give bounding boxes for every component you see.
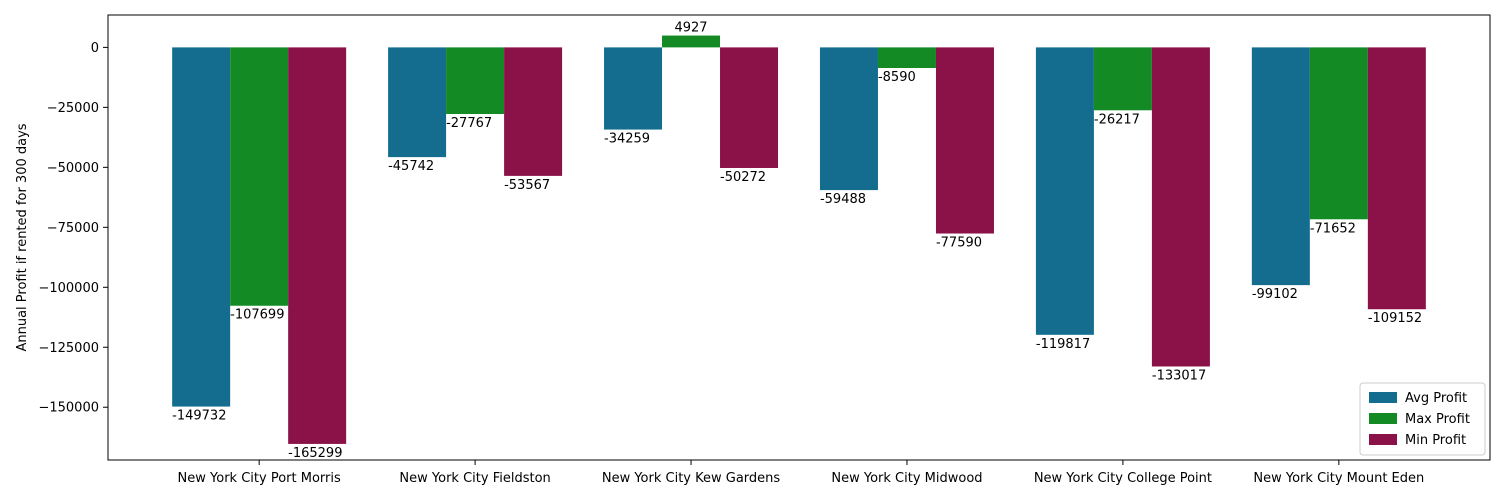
data-label-max-profit-1: -27767 [446, 116, 492, 131]
data-label-max-profit-5: -71652 [1310, 221, 1356, 236]
bar-min-profit-0 [288, 47, 347, 444]
legend-label-max-profit: Max Profit [1405, 412, 1470, 427]
legend-label-avg-profit: Avg Profit [1405, 391, 1467, 406]
x-tick-label: New York City Mount Eden [1253, 471, 1424, 486]
legend-swatch-max-profit [1369, 413, 1397, 424]
data-label-min-profit-5: -109152 [1368, 311, 1422, 326]
x-tick-label: New York City Fieldston [399, 471, 550, 486]
bar-avg-profit-0 [172, 47, 231, 407]
bar-avg-profit-1 [388, 47, 447, 158]
y-tick-label: 0 [91, 41, 99, 56]
x-tick-label: New York City Kew Gardens [602, 471, 781, 486]
bar-max-profit-0 [230, 47, 289, 306]
bar-avg-profit-3 [819, 47, 878, 191]
y-tick-label: −25000 [47, 101, 99, 116]
bar-min-profit-3 [935, 47, 994, 234]
data-label-max-profit-0: -107699 [230, 308, 284, 323]
bar-min-profit-4 [1151, 47, 1210, 367]
bar-min-profit-5 [1367, 47, 1426, 310]
x-tick-label: New York City Midwood [831, 471, 982, 486]
data-label-max-profit-3: -8590 [878, 70, 916, 85]
y-tick-label: −75000 [47, 221, 99, 236]
bars-layer [172, 35, 1426, 444]
data-label-avg-profit-3: -59488 [820, 192, 866, 207]
y-axis-title: Annual Profit if rented for 300 days [15, 123, 30, 351]
y-tick-label: −50000 [47, 161, 99, 176]
data-label-min-profit-4: -133017 [1152, 368, 1206, 383]
bar-avg-profit-5 [1251, 47, 1310, 286]
legend-label-min-profit: Min Profit [1405, 433, 1466, 448]
data-label-avg-profit-1: -45742 [388, 159, 434, 174]
plot-area-frame [107, 14, 1491, 461]
data-label-min-profit-2: -50272 [720, 170, 766, 185]
x-axis: New York City Port Morris New York City F… [178, 460, 1424, 486]
bar-min-profit-1 [504, 47, 563, 176]
y-tick-label: −125000 [38, 341, 99, 356]
legend-swatch-min-profit [1369, 434, 1397, 445]
y-tick-label: −100000 [38, 281, 99, 296]
x-tick-label: New York City College Point [1034, 471, 1212, 486]
y-axis: 0 −25000 −50000 −75000 −100000 −125000 −150000 [38, 41, 108, 416]
x-tick-label: New York City Port Morris [178, 471, 341, 486]
data-label-max-profit-2: 4927 [674, 21, 707, 36]
y-tick-label: −150000 [38, 401, 99, 416]
data-label-avg-profit-0: -149732 [172, 409, 226, 424]
data-label-min-profit-3: -77590 [936, 236, 982, 251]
bar-avg-profit-2 [604, 47, 663, 130]
legend: Avg Profit Max Profit Min Profit [1359, 382, 1486, 456]
bar-max-profit-4 [1093, 47, 1152, 111]
data-label-min-profit-0: -165299 [288, 446, 342, 461]
data-label-min-profit-1: -53567 [504, 178, 550, 193]
bar-min-profit-2 [720, 47, 779, 168]
bar-max-profit-3 [877, 47, 936, 68]
data-label-avg-profit-4: -119817 [1036, 337, 1090, 352]
legend-swatch-avg-profit [1369, 392, 1397, 403]
data-label-avg-profit-5: -99102 [1252, 287, 1298, 302]
bar-max-profit-5 [1309, 47, 1368, 220]
bar-max-profit-1 [446, 47, 505, 114]
bar-max-profit-2 [662, 35, 721, 48]
data-labels-layer: -149732 -45742 -34259 -59488 -119817 -99102 -1… [172, 21, 1422, 461]
data-label-max-profit-4: -26217 [1094, 112, 1140, 127]
bar-avg-profit-4 [1035, 47, 1094, 335]
data-label-avg-profit-2: -34259 [604, 132, 650, 147]
